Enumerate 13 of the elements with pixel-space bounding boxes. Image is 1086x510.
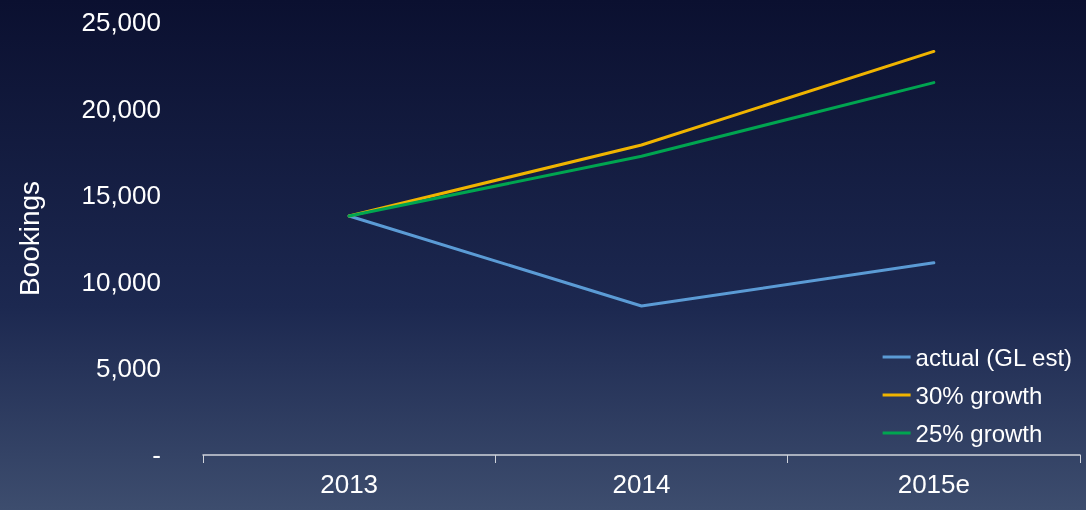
legend-label: 25% growth bbox=[915, 419, 1043, 447]
x-tick-label: 2015e bbox=[897, 469, 970, 499]
legend-label: actual (GL est) bbox=[915, 343, 1073, 371]
y-tick-label: 25,000 bbox=[81, 7, 161, 37]
y-tick-label: - bbox=[152, 440, 161, 470]
x-tick-label: 2013 bbox=[320, 469, 379, 499]
legend-label: 30% growth bbox=[915, 381, 1043, 409]
y-tick-label: 15,000 bbox=[81, 180, 161, 211]
x-tick-label: 2014 bbox=[612, 469, 671, 499]
y-tick-label: 10,000 bbox=[81, 266, 161, 297]
y-tick-label: 20,000 bbox=[81, 93, 161, 124]
y-tick-label: 5,000 bbox=[95, 353, 161, 384]
y-axis-title: Bookings bbox=[13, 180, 45, 297]
